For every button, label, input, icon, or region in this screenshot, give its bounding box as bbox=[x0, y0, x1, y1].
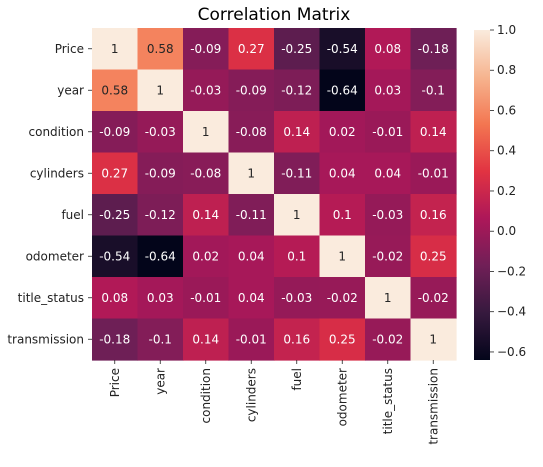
cell-value-label: 0.03 bbox=[147, 291, 174, 305]
cell-value-label: 1 bbox=[338, 249, 346, 263]
cell-value-label: 1 bbox=[156, 83, 164, 97]
cell-value-label: 0.14 bbox=[420, 125, 447, 139]
cell-value-label: -0.08 bbox=[190, 166, 221, 180]
cell-value-label: 0.02 bbox=[329, 125, 356, 139]
colorbar-tick-label: 0.4 bbox=[497, 144, 516, 158]
y-tick-label: Price bbox=[55, 42, 84, 56]
x-tick-label: transmission bbox=[426, 368, 440, 445]
cell-value-label: 0.03 bbox=[374, 83, 401, 97]
cell-value-label: -0.11 bbox=[236, 208, 267, 222]
cell-value-label: -0.11 bbox=[281, 166, 312, 180]
colorbar-tick-label: 0.6 bbox=[497, 103, 516, 117]
cell-value-label: -0.64 bbox=[145, 249, 176, 263]
cell-value-label: -0.54 bbox=[327, 42, 358, 56]
cell-value-label: -0.09 bbox=[99, 125, 130, 139]
cell-value-label: -0.03 bbox=[145, 125, 176, 139]
x-tick-label: title_status bbox=[381, 368, 395, 434]
cell-value-label: 0.14 bbox=[283, 125, 310, 139]
colorbar-tick-label: 0.0 bbox=[497, 224, 516, 238]
cell-value-label: 0.14 bbox=[192, 208, 219, 222]
cell-value-label: 1 bbox=[111, 42, 119, 56]
cell-value-label: -0.25 bbox=[281, 42, 312, 56]
x-axis: Price year condition cylinders fuel odometer t… bbox=[108, 360, 441, 445]
cell-value-label: 0.08 bbox=[101, 291, 128, 305]
cell-value-label: 1 bbox=[384, 291, 392, 305]
cell-value-label: 0.04 bbox=[238, 291, 265, 305]
cell-value-label: -0.09 bbox=[145, 166, 176, 180]
cell-value-label: 0.25 bbox=[420, 249, 447, 263]
cell-value-label: -0.03 bbox=[372, 208, 403, 222]
colorbar-tick-label: 1.0 bbox=[497, 23, 516, 37]
cell-value-label: 0.16 bbox=[283, 332, 310, 346]
cell-value-label: 0.58 bbox=[147, 42, 174, 56]
cell-value-label: 1 bbox=[293, 208, 301, 222]
cell-value-label: 0.58 bbox=[101, 83, 128, 97]
cell-value-label: -0.25 bbox=[99, 208, 130, 222]
cell-value-label: -0.02 bbox=[372, 249, 403, 263]
cell-value-label: 0.14 bbox=[192, 332, 219, 346]
chart-title: Correlation Matrix bbox=[198, 5, 351, 25]
cell-value-label: -0.18 bbox=[418, 42, 449, 56]
x-tick-label: condition bbox=[199, 368, 213, 423]
cell-value-label: 0.02 bbox=[192, 249, 219, 263]
x-tick-label: year bbox=[153, 368, 167, 395]
y-axis: Price year condition cylinders fuel odometer t… bbox=[7, 42, 92, 347]
cell-value-label: 1 bbox=[429, 332, 437, 346]
cell-value-label: 1 bbox=[247, 166, 255, 180]
cell-value-label: -0.54 bbox=[99, 249, 130, 263]
cell-value-label: -0.09 bbox=[190, 42, 221, 56]
cell-value-label: 0.04 bbox=[329, 166, 356, 180]
y-tick-label: year bbox=[57, 83, 84, 97]
cell-value-label: 0.27 bbox=[238, 42, 265, 56]
y-tick-label: title_status bbox=[18, 291, 84, 305]
x-tick-label: cylinders bbox=[244, 368, 258, 422]
colorbar-tick-label: −0.4 bbox=[497, 305, 526, 319]
cell-value-label: -0.1 bbox=[422, 83, 445, 97]
cell-value-label: -0.01 bbox=[236, 332, 267, 346]
cell-value-label: -0.08 bbox=[236, 125, 267, 139]
colorbar: 1.0 0.8 0.6 0.4 0.2 0.0 −0.2 −0.4 −0.6 bbox=[474, 23, 526, 360]
cell-value-label: 0.27 bbox=[101, 166, 128, 180]
cell-value-label: -0.64 bbox=[327, 83, 358, 97]
heatmap-cells: 1 0.58 -0.09 0.27 -0.25 -0.54 0.08 -0.18 0.58 1 -0… bbox=[92, 28, 457, 361]
cell-value-label: -0.01 bbox=[418, 166, 449, 180]
cell-value-label: -0.1 bbox=[149, 332, 172, 346]
cell-value-label: -0.18 bbox=[99, 332, 130, 346]
colorbar-tick-label: 0.8 bbox=[497, 63, 516, 77]
cell-value-label: -0.03 bbox=[281, 291, 312, 305]
cell-value-label: 0.16 bbox=[420, 208, 447, 222]
colorbar-tick-label: −0.6 bbox=[497, 345, 526, 359]
y-tick-label: odometer bbox=[26, 249, 84, 263]
cell-value-label: -0.09 bbox=[236, 83, 267, 97]
cell-value-label: 0.1 bbox=[287, 249, 306, 263]
cell-value-label: -0.02 bbox=[327, 291, 358, 305]
y-tick-label: fuel bbox=[61, 208, 84, 222]
y-tick-label: cylinders bbox=[30, 166, 84, 180]
y-tick-label: condition bbox=[29, 125, 84, 139]
cell-value-label: 0.04 bbox=[238, 249, 265, 263]
cell-value-label: -0.02 bbox=[418, 291, 449, 305]
cell-value-label: 1 bbox=[202, 125, 210, 139]
x-tick-label: fuel bbox=[290, 368, 304, 391]
cell-value-label: -0.01 bbox=[372, 125, 403, 139]
x-tick-label: Price bbox=[108, 368, 122, 397]
colorbar-tick-label: 0.2 bbox=[497, 184, 516, 198]
cell-value-label: 0.04 bbox=[374, 166, 401, 180]
cell-value-label: -0.03 bbox=[190, 83, 221, 97]
cell-value-label: -0.02 bbox=[372, 332, 403, 346]
colorbar-gradient bbox=[474, 30, 490, 360]
cell-value-label: -0.12 bbox=[145, 208, 176, 222]
cell-value-label: -0.12 bbox=[281, 83, 312, 97]
colorbar-tick-label: −0.2 bbox=[497, 264, 526, 278]
cell-value-label: -0.01 bbox=[190, 291, 221, 305]
y-tick-label: transmission bbox=[7, 332, 84, 346]
cell-value-label: 0.08 bbox=[374, 42, 401, 56]
cell-value-label: 0.1 bbox=[333, 208, 352, 222]
x-tick-label: odometer bbox=[335, 368, 349, 426]
cell-value-label: 0.25 bbox=[329, 332, 356, 346]
